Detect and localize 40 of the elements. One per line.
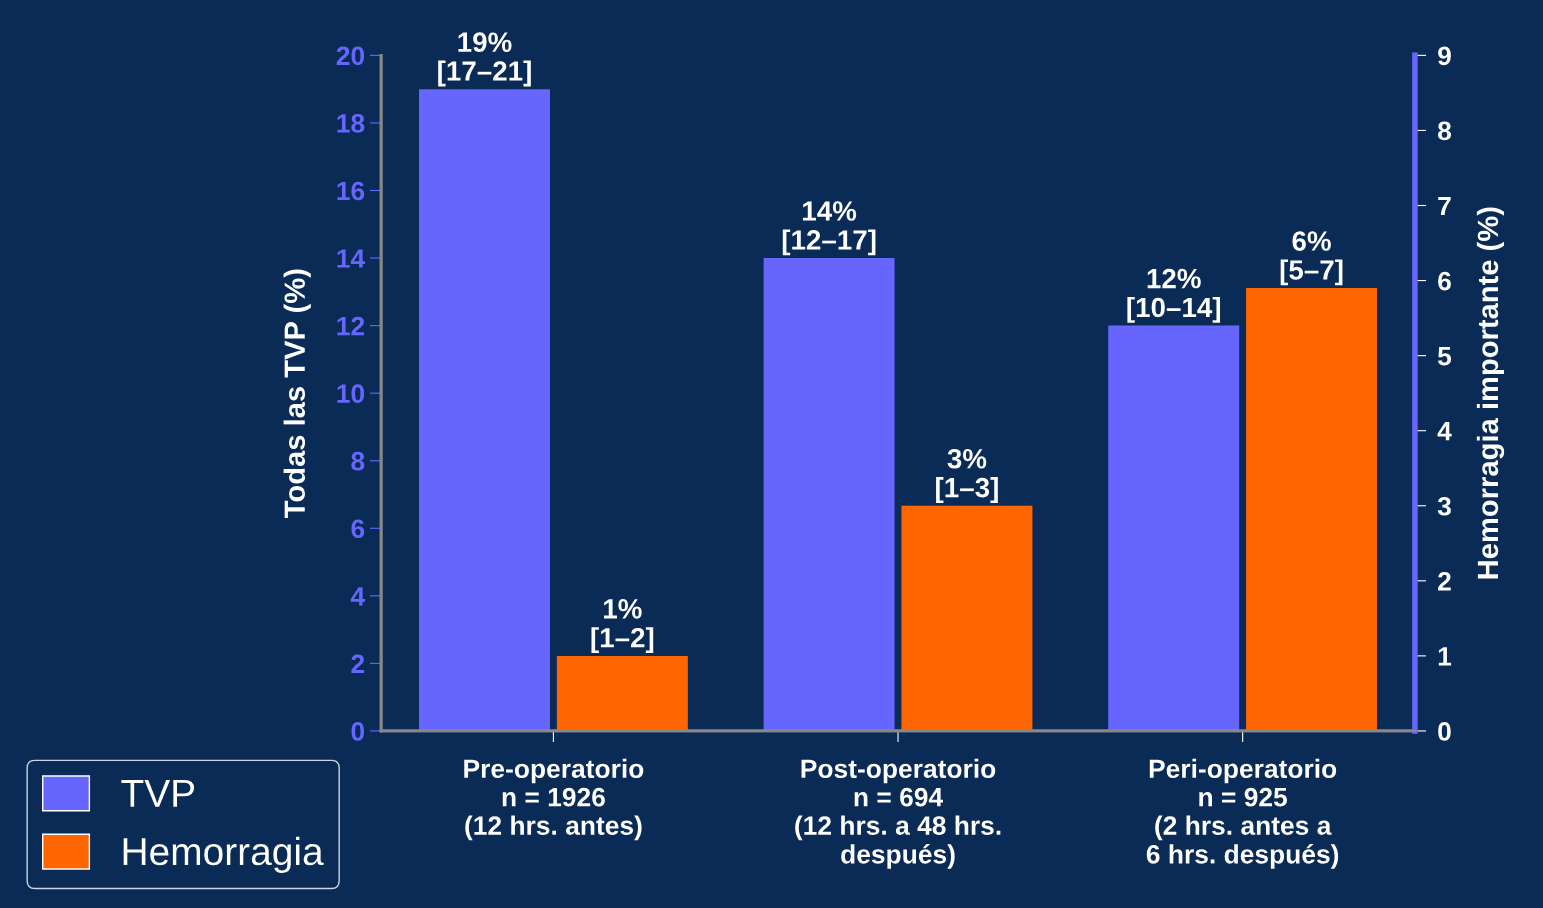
x-tick-label: Pre-operatorio n = 1926 (12 hrs. antes) — [464, 758, 644, 841]
y-axis-title: Todas las TVP (%) — [283, 269, 311, 518]
y-tick-label: 12 — [337, 316, 365, 336]
y2-tick-label: 6 — [1438, 271, 1451, 291]
x-tick-label: Peri-operatorio n = 925 (2 hrs. antes a 6 hrs. después) — [1146, 758, 1339, 869]
bar — [901, 505, 1033, 731]
y2-tick-label: 7 — [1438, 196, 1451, 216]
y-tick-label: 6 — [351, 519, 365, 539]
y-tick-label: 14 — [337, 249, 366, 268]
y-tick-label: 0 — [351, 722, 365, 741]
y2-tick-label: 9 — [1438, 46, 1451, 66]
data-label: 19% [17–21] — [438, 32, 531, 87]
data-label: 3% [1–3] — [936, 448, 998, 503]
bar — [1246, 288, 1378, 731]
bar — [1108, 325, 1240, 731]
legend-label: Hemorragia — [123, 836, 324, 873]
y2-tick-label: 3 — [1437, 496, 1451, 516]
y-tick-label: 4 — [350, 587, 366, 606]
y-tick-label: 16 — [337, 181, 365, 201]
bar — [556, 655, 688, 731]
y2-tick-label: 0 — [1438, 722, 1451, 741]
data-label: 12% [10–14] — [1127, 268, 1221, 323]
y2-tick-label: 8 — [1437, 121, 1452, 141]
y2-axis-title: Hemorragia importante (%) — [1476, 207, 1505, 579]
y-tick-label: 2 — [351, 654, 365, 673]
y-tick-label: 8 — [351, 451, 365, 471]
y2-tick-label: 2 — [1438, 571, 1451, 591]
data-label: 6% [5–7] — [1280, 231, 1343, 286]
y-tick-label: 20 — [336, 46, 365, 66]
y-tick-label: 18 — [337, 114, 365, 133]
y2-tick-label: 1 — [1438, 647, 1452, 666]
data-label: 14% [12–17] — [782, 201, 876, 256]
y-tick-label: 10 — [337, 384, 365, 403]
y2-tick-label: 5 — [1437, 347, 1452, 366]
x-tick-label: Post-operatorio n = 694 (12 hrs. a 48 hrs. después) — [795, 758, 1001, 869]
data-label: 1% [1–2] — [591, 599, 654, 654]
y2-tick-label: 4 — [1437, 422, 1452, 441]
bar — [419, 89, 550, 731]
legend-label: TVP — [121, 779, 195, 807]
bar — [763, 258, 895, 731]
